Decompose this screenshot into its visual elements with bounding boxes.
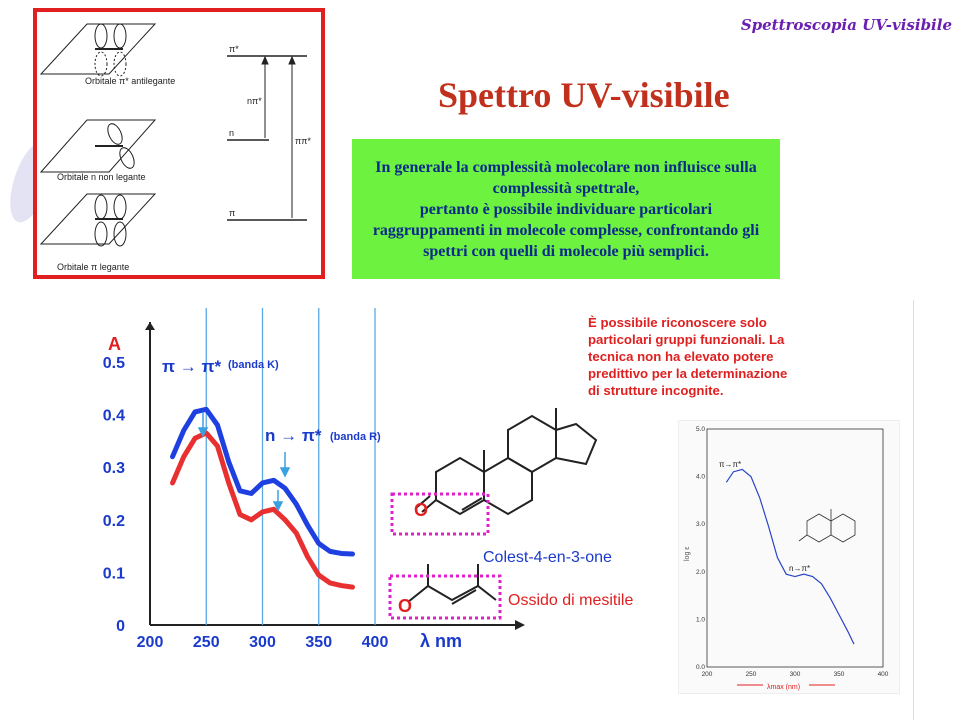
tick-labels: 200 250 300 350 400 0 0.1 0.2 0.3 0.4 0.5 [103,355,389,651]
annotation-n-pistar: n → π* [265,426,322,445]
scan-x-axis-label: λmax (nm) [767,684,800,691]
orbital-plane [39,119,157,173]
annotation-pi-pistar: π → π* [162,357,221,376]
main-chart-axes [145,322,525,630]
level-label: π [229,208,235,218]
y-axis-label: A [108,334,121,354]
info-line: spettri con quelli di molecole più sempl… [423,242,709,260]
scanned-spectrum-panel: 200 250 300 350 400 0.0 1.0 2.0 3.0 4.0 5.0 λmax (… [678,420,900,694]
x-tick-label: 300 [249,634,276,651]
level-label: π* [229,44,239,54]
y-tick-label: 0.2 [103,513,125,530]
scan-series [725,468,855,645]
y-tick-label: 0.1 [103,565,125,582]
mesityl-oxide-structure [407,564,497,605]
y-axis-arrow [145,322,155,330]
y-tick-label: 0 [116,618,125,635]
y-tick-label: 0.4 [103,408,125,425]
transition-label: nπ* [247,96,262,106]
x-axis-label: λ nm [420,631,462,651]
info-line: raggruppamenti in molecole complesse, co… [372,221,760,239]
scan-y-tick: 1.0 [696,616,705,623]
info-box-text: In generale la complessità molecolare no… [365,157,767,262]
scan-y-tick: 2.0 [696,569,705,576]
level-label: n [229,128,234,138]
scan-molecule [798,509,856,543]
orbital-diagram: Orbitale π* antilegante Orbitale n non l… [39,23,311,272]
scan-line-0 [725,468,855,645]
scan-y-axis-label: log ε [684,547,691,561]
presentation-header: Spettroscopia UV-visibile [740,16,952,34]
orbital-label: Orbitale n non legante [57,172,146,182]
note-line: predittivo per la determinazione [588,366,788,381]
oxygen-label: O [398,596,412,616]
scan-x-tick: 300 [790,671,801,678]
orbital-plane [39,23,157,75]
y-tick-label: 0.5 [103,355,125,372]
info-line: pertanto è possibile individuare partico… [419,200,713,218]
chromophore-highlight [390,492,490,536]
scan-x-tick: 400 [878,671,889,678]
scan-y-tick: 5.0 [696,426,705,433]
y-tick-label: 0.3 [103,460,125,477]
note-line: di strutture incognite. [588,383,724,398]
orbital-diagram-panel: Orbitale π* antilegante Orbitale n non l… [33,8,325,279]
scan-x-tick: 250 [746,671,757,678]
info-line: In generale la complessità molecolare no… [375,158,757,176]
scan-x-tick: 350 [834,671,845,678]
log-epsilon-chart: 200 250 300 350 400 0.0 1.0 2.0 3.0 4.0 5.0 λmax (… [684,426,889,691]
info-box: In generale la complessità molecolare no… [352,139,780,279]
x-tick-label: 400 [362,634,389,651]
scan-axes [706,428,884,668]
divider [913,300,914,720]
note-line: È possibile riconoscere solo [588,315,767,330]
x-tick-label: 250 [193,634,220,651]
scan-y-tick: 0.0 [696,664,705,671]
x-tick-label: 200 [137,634,164,651]
x-axis-arrow [515,620,525,630]
slide-title: Spettro UV-visibile [438,75,730,115]
uv-spectrum-chart: 200 250 300 350 400 0 0.1 0.2 0.3 0.4 0.5 A λ nm π… [103,308,633,651]
note-line: tecnica non ha elevato potere [588,349,774,364]
scan-annotation: π→π* [719,460,741,469]
x-tick-label: 350 [305,634,332,651]
cholestenone-label: Colest-4-en-3-one [483,549,612,566]
scan-y-tick: 3.0 [696,521,705,528]
cholestenone-structure [415,408,598,516]
scan-y-tick: 4.0 [696,474,705,481]
oxygen-label: O [414,500,428,520]
note-line: particolari gruppi funzionali. La [588,332,785,347]
chromophore-highlight [388,574,502,620]
orbital-plane [39,193,157,245]
scan-x-tick: 200 [702,671,713,678]
transition-label: ππ* [295,136,311,146]
mesityl-oxide-label: Ossido di mesitile [508,592,633,609]
annotation-banda-r: (banda R) [330,431,381,443]
spectrum-line-0 [170,406,355,557]
info-line: complessità spettrale, [492,179,640,197]
orbital-label: Orbitale π legante [57,262,129,272]
note-text: È possibile riconoscere solo particolari… [588,314,787,399]
annotation-banda-k: (banda K) [228,359,279,371]
orbital-label: Orbitale π* antilegante [85,76,175,86]
scan-annotation: n→π* [789,564,810,573]
scan-tick-labels: 200 250 300 350 400 0.0 1.0 2.0 3.0 4.0 5.0 [696,426,889,678]
scan-frame [706,428,884,668]
